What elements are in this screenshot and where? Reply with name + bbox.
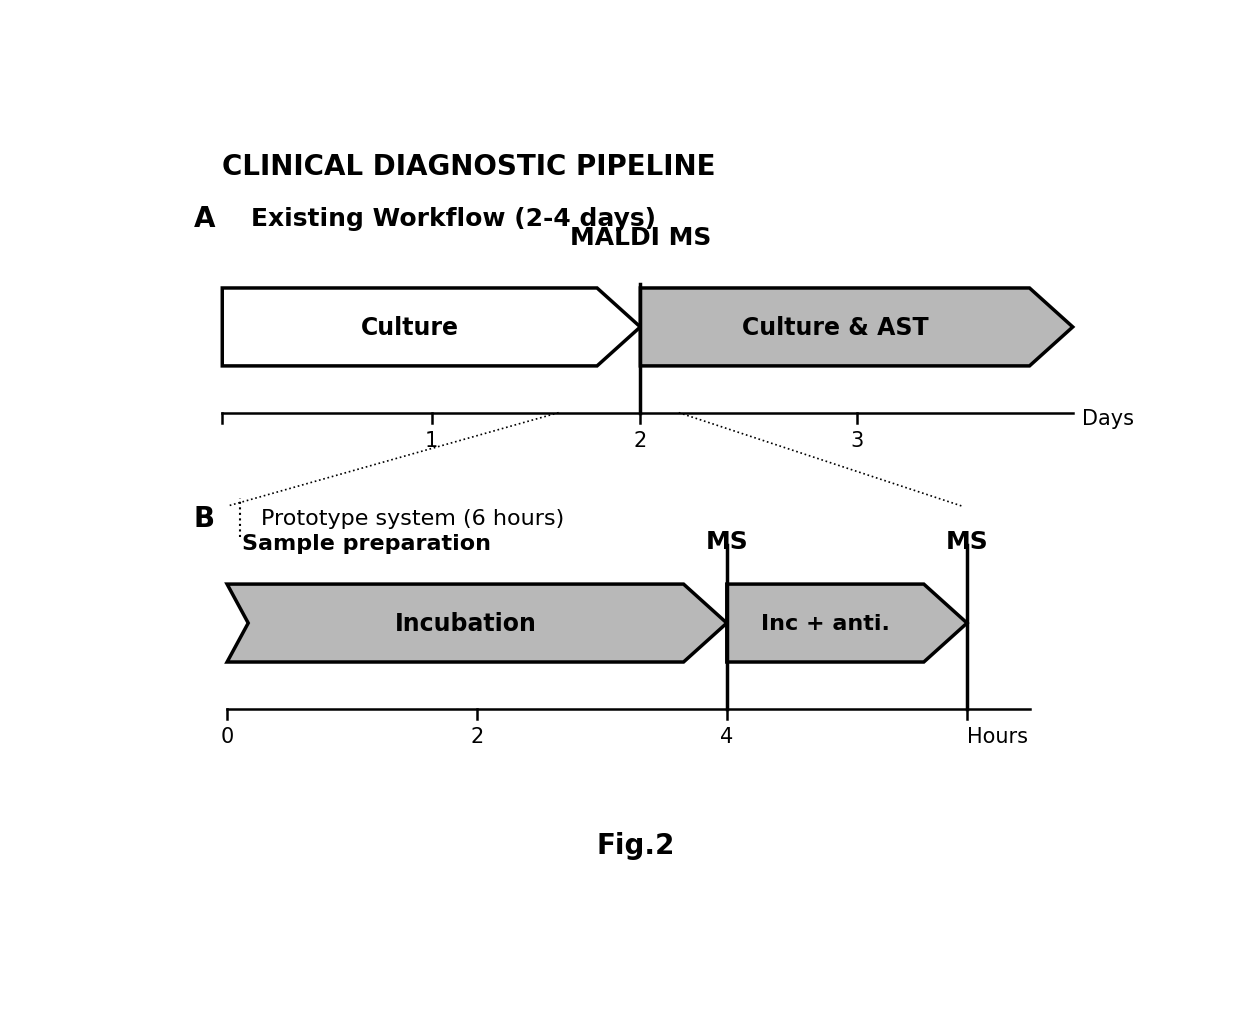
Text: MALDI MS: MALDI MS: [569, 225, 711, 250]
Text: Days: Days: [1083, 408, 1135, 429]
Text: MS: MS: [706, 530, 748, 553]
Text: 2: 2: [470, 726, 484, 746]
Text: Hours: Hours: [967, 726, 1028, 746]
Text: 1: 1: [425, 431, 439, 450]
Text: 3: 3: [849, 431, 863, 450]
Text: B: B: [193, 504, 215, 533]
Text: 4: 4: [720, 726, 733, 746]
Text: A: A: [193, 204, 215, 233]
Polygon shape: [222, 289, 640, 367]
Text: MS: MS: [946, 530, 988, 553]
Text: Existing Workflow (2-4 days): Existing Workflow (2-4 days): [250, 206, 656, 231]
Text: Incubation: Incubation: [396, 612, 537, 636]
Text: Inc + anti.: Inc + anti.: [761, 614, 890, 634]
Text: Fig.2: Fig.2: [596, 831, 675, 859]
Polygon shape: [227, 584, 727, 662]
Text: Culture & AST: Culture & AST: [742, 315, 929, 340]
Text: 2: 2: [634, 431, 647, 450]
Text: Prototype system (6 hours): Prototype system (6 hours): [260, 509, 564, 529]
Text: 0: 0: [221, 726, 233, 746]
Text: Sample preparation: Sample preparation: [242, 534, 491, 553]
Text: Culture: Culture: [361, 315, 459, 340]
Text: CLINICAL DIAGNOSTIC PIPELINE: CLINICAL DIAGNOSTIC PIPELINE: [222, 153, 715, 180]
Polygon shape: [640, 289, 1073, 367]
Polygon shape: [727, 584, 967, 662]
